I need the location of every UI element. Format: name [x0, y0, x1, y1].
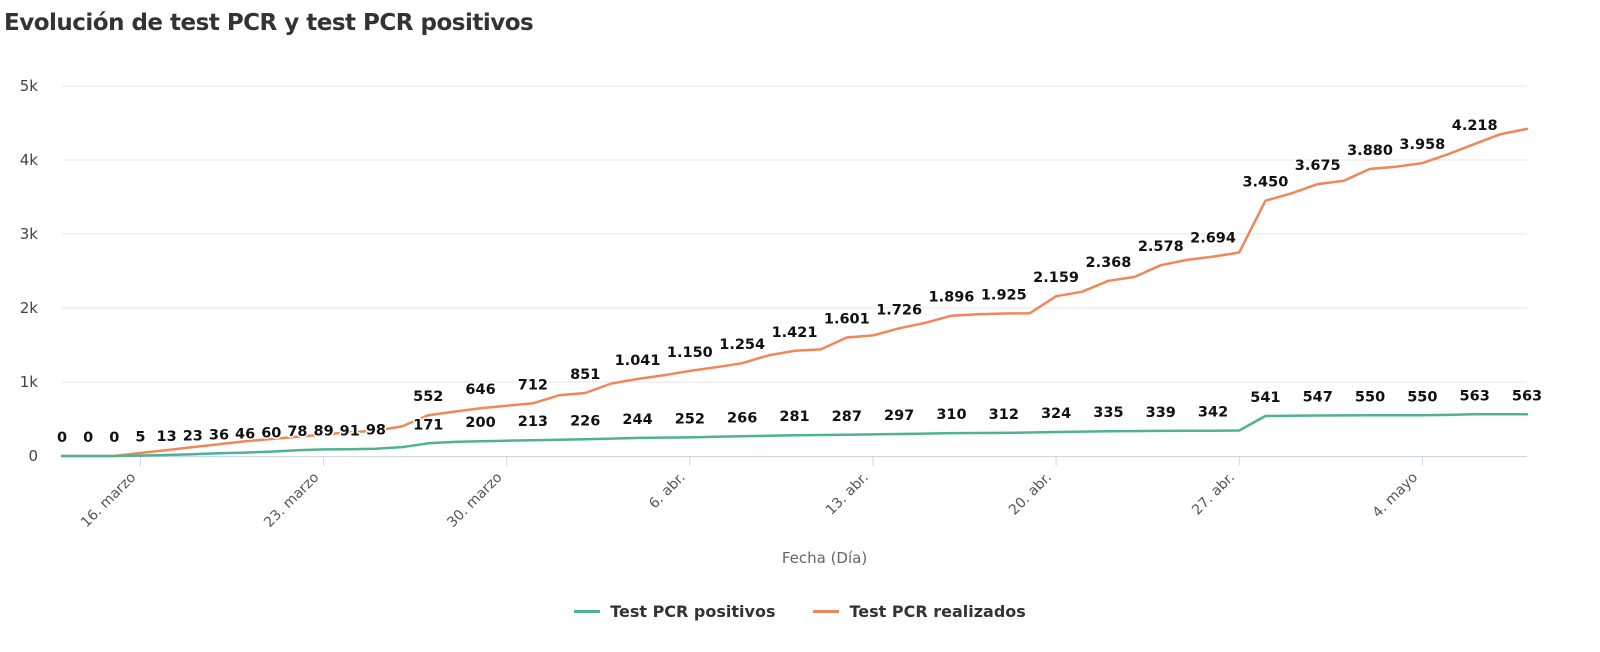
y-tick-label: 0	[28, 447, 38, 465]
data-label-positivos: 213	[518, 414, 548, 430]
data-label-positivos: 0	[57, 430, 67, 446]
data-label-positivos: 200	[465, 415, 495, 431]
x-tick-label: 20. abr.	[1006, 470, 1055, 519]
data-label-positivos: 13	[157, 429, 177, 445]
data-label-positivos: 547	[1303, 390, 1333, 406]
data-label-realizados: 2.368	[1085, 255, 1131, 271]
y-tick-label: 4k	[20, 151, 39, 169]
data-label-positivos: 226	[570, 413, 600, 429]
data-label-positivos: 89	[314, 423, 334, 439]
data-label-positivos: 335	[1093, 405, 1123, 421]
legend-swatch-positivos	[574, 609, 601, 613]
data-label-realizados: 2.159	[1033, 270, 1079, 286]
data-label-positivos: 266	[727, 410, 757, 426]
data-label-realizados: 3.450	[1242, 175, 1288, 191]
data-label-realizados: 1.041	[615, 353, 661, 369]
data-label-positivos: 563	[1512, 388, 1542, 404]
data-label-realizados: 1.150	[667, 345, 713, 361]
x-tick-label: 4. mayo	[1370, 470, 1422, 522]
legend-label-realizados: Test PCR realizados	[849, 601, 1026, 621]
data-label-realizados: 3.880	[1347, 143, 1393, 159]
x-tick-label: 23. marzo	[261, 470, 322, 531]
data-label-realizados: 3.958	[1399, 137, 1445, 153]
data-label-realizados: 1.726	[876, 302, 922, 318]
x-tick-label: 16. marzo	[78, 470, 139, 531]
x-tick-label: 27. abr.	[1189, 470, 1238, 519]
data-label-realizados: 4.218	[1452, 118, 1498, 134]
series-line-positivos	[60, 413, 1529, 458]
data-label-positivos: 0	[83, 430, 93, 446]
x-tick-label: 30. marzo	[444, 470, 505, 531]
y-tick-label: 1k	[20, 373, 39, 391]
data-label-realizados: 646	[465, 382, 495, 398]
legend-label-positivos: Test PCR positivos	[610, 601, 776, 621]
data-label-positivos: 23	[183, 428, 203, 444]
data-label-realizados: 1.925	[981, 288, 1027, 304]
chart-legend: Test PCR positivos Test PCR realizados	[0, 596, 1600, 626]
data-label-positivos: 91	[340, 423, 360, 439]
x-axis-title: Fecha (Día)	[782, 549, 867, 567]
legend-item-positivos[interactable]: Test PCR positivos	[574, 602, 775, 621]
data-label-positivos: 297	[884, 408, 914, 424]
data-label-positivos: 5	[135, 430, 145, 446]
chart-plot: 0 1k 2k 3k 4k 5k 16. marzo 23. marzo 30. marzo 6.…	[20, 77, 1544, 567]
data-label-realizados: 2.694	[1190, 231, 1236, 247]
data-label-positivos: 310	[936, 407, 966, 423]
data-label-positivos: 563	[1460, 388, 1490, 404]
data-label-realizados: 1.254	[719, 337, 765, 353]
data-label-realizados: 1.601	[824, 312, 870, 328]
data-label-positivos: 252	[675, 411, 705, 427]
data-label-positivos: 244	[622, 412, 652, 428]
data-label-positivos: 550	[1407, 389, 1437, 405]
y-tick-label: 5k	[20, 77, 39, 95]
x-tick-label: 13. abr.	[823, 470, 872, 519]
data-label-positivos: 78	[287, 424, 307, 440]
data-label-realizados: 2.578	[1138, 239, 1184, 255]
data-label-positivos: 541	[1250, 390, 1280, 406]
data-label-realizados: 712	[518, 377, 548, 393]
data-label-positivos: 36	[209, 427, 229, 443]
data-label-positivos: 98	[366, 423, 386, 439]
data-label-positivos: 60	[261, 426, 281, 442]
y-tick-label: 2k	[20, 299, 39, 317]
data-label-realizados: 1.421	[772, 325, 818, 341]
data-label-realizados: 851	[570, 367, 600, 383]
data-label-positivos: 287	[832, 409, 862, 425]
data-label-positivos: 342	[1198, 405, 1228, 421]
data-label-realizados: 1.896	[929, 290, 975, 306]
data-label-positivos: 281	[779, 409, 809, 425]
data-label-positivos: 46	[235, 427, 255, 443]
data-label-positivos: 171	[413, 417, 443, 433]
legend-item-realizados[interactable]: Test PCR realizados	[813, 601, 1026, 621]
data-label-positivos: 324	[1041, 406, 1071, 422]
data-label-positivos: 339	[1146, 405, 1176, 421]
data-label-positivos: 550	[1355, 389, 1385, 405]
chart-title: Evolución de test PCR y test PCR positiv…	[4, 10, 534, 36]
legend-swatch-realizados	[813, 609, 840, 613]
y-tick-label: 3k	[20, 225, 39, 243]
data-label-realizados: 552	[413, 389, 443, 405]
data-label-positivos: 312	[989, 407, 1019, 423]
series-line-realizados	[60, 127, 1529, 458]
data-label-positivos: 0	[109, 430, 119, 446]
x-tick-label: 6. abr.	[646, 470, 689, 513]
data-label-realizados: 3.675	[1295, 158, 1341, 174]
